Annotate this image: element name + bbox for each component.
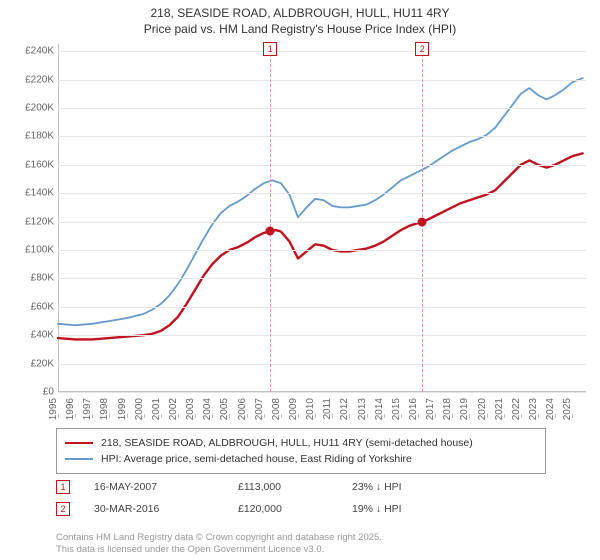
sale-date: 16-MAY-2007: [94, 481, 214, 493]
grid-line: [58, 278, 586, 279]
y-tick-label: £80K: [10, 273, 54, 284]
grid-line: [58, 108, 586, 109]
series-line-hpi: [58, 78, 583, 325]
grid-line: [58, 364, 586, 365]
y-tick-label: £160K: [10, 159, 54, 170]
sale-row: 2 30-MAR-2016 £120,000 19% ↓ HPI: [56, 498, 566, 520]
y-tick-label: £40K: [10, 330, 54, 341]
grid-line: [58, 307, 586, 308]
legend-swatch-hpi: [65, 458, 93, 460]
sale-marker-line: [270, 44, 271, 392]
y-tick-label: £220K: [10, 74, 54, 85]
sale-marker-badge: 1: [263, 42, 277, 56]
chart-area: 12 £0£20K£40K£60K£80K£100K£120K£140K£160…: [10, 44, 590, 414]
y-tick-label: £120K: [10, 216, 54, 227]
grid-line: [58, 165, 586, 166]
grid-line: [58, 80, 586, 81]
grid-line: [58, 335, 586, 336]
attribution-line-2: This data is licensed under the Open Gov…: [56, 544, 382, 556]
y-tick-label: £240K: [10, 46, 54, 57]
y-tick-label: £0: [10, 387, 54, 398]
y-tick-label: £20K: [10, 358, 54, 369]
legend-row: HPI: Average price, semi-detached house,…: [65, 451, 537, 467]
sale-point: [418, 217, 427, 226]
sale-date: 30-MAR-2016: [94, 503, 214, 515]
chart-title-line-1: 218, SEASIDE ROAD, ALDBROUGH, HULL, HU11…: [0, 6, 600, 22]
grid-line: [58, 51, 586, 52]
grid-line: [58, 136, 586, 137]
grid-line: [58, 392, 586, 393]
grid-line: [58, 222, 586, 223]
y-tick-label: £140K: [10, 188, 54, 199]
sale-row: 1 16-MAY-2007 £113,000 23% ↓ HPI: [56, 476, 566, 498]
sale-index-badge: 1: [56, 480, 70, 494]
grid-line: [58, 193, 586, 194]
legend-swatch-property: [65, 442, 93, 444]
y-tick-label: £60K: [10, 301, 54, 312]
y-tick-label: £180K: [10, 131, 54, 142]
grid-line: [58, 250, 586, 251]
sale-point: [266, 227, 275, 236]
chart-title-line-2: Price paid vs. HM Land Registry's House …: [0, 22, 600, 38]
x-tick-label: 2025: [562, 398, 582, 420]
legend-label-property: 218, SEASIDE ROAD, ALDBROUGH, HULL, HU11…: [101, 437, 473, 449]
plot-area: 12: [58, 44, 586, 392]
sale-index-badge: 2: [56, 502, 70, 516]
legend: 218, SEASIDE ROAD, ALDBROUGH, HULL, HU11…: [56, 428, 546, 474]
sale-marker-badge: 2: [415, 42, 429, 56]
series-svg: [58, 44, 586, 392]
y-tick-label: £200K: [10, 102, 54, 113]
sale-price: £113,000: [238, 481, 328, 493]
sales-table: 1 16-MAY-2007 £113,000 23% ↓ HPI 2 30-MA…: [56, 476, 566, 520]
series-line-property: [58, 153, 583, 339]
sale-delta: 19% ↓ HPI: [352, 503, 462, 515]
legend-row: 218, SEASIDE ROAD, ALDBROUGH, HULL, HU11…: [65, 435, 537, 451]
sale-delta: 23% ↓ HPI: [352, 481, 462, 493]
sale-price: £120,000: [238, 503, 328, 515]
y-tick-label: £100K: [10, 244, 54, 255]
legend-label-hpi: HPI: Average price, semi-detached house,…: [101, 453, 412, 465]
attribution: Contains HM Land Registry data © Crown c…: [56, 532, 382, 556]
chart-title-block: 218, SEASIDE ROAD, ALDBROUGH, HULL, HU11…: [0, 0, 600, 37]
attribution-line-1: Contains HM Land Registry data © Crown c…: [56, 532, 382, 544]
